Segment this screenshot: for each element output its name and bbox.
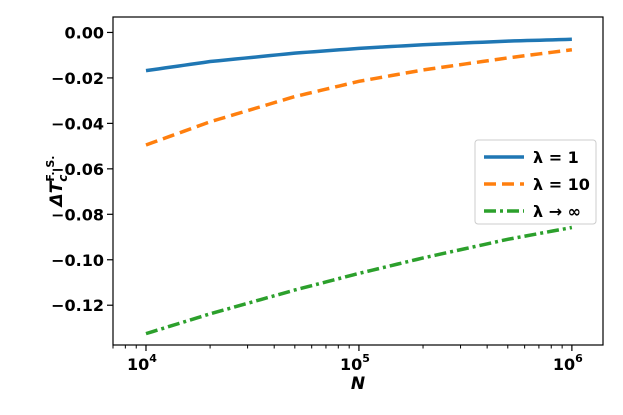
x-axis: 104 105 106 <box>112 345 583 374</box>
y-tick-label: −0.06 <box>51 160 104 179</box>
x-tick-label: 105 <box>340 352 370 374</box>
y-tick-label: −0.02 <box>51 69 104 88</box>
series-line-3 <box>145 225 573 336</box>
legend-label: λ → ∞ <box>533 202 581 221</box>
y-tick-label: 0.00 <box>65 23 104 42</box>
y-tick-label: −0.12 <box>51 296 104 315</box>
series-line-2 <box>145 47 573 147</box>
legend-label: λ = 10 <box>533 175 590 194</box>
series-line-1 <box>145 37 572 73</box>
y-axis-label-sup: F. S. <box>44 156 57 182</box>
y-axis-label-main: ΔT <box>47 180 67 208</box>
legend-label: λ = 1 <box>533 148 579 167</box>
x-axis-label: N <box>351 374 365 394</box>
y-axis: 0.00 −0.02 −0.04 −0.06 −0.08 −0.10 −0.12 <box>51 23 113 315</box>
y-axis-label-sub: c <box>56 175 70 182</box>
y-tick-label: −0.10 <box>51 251 104 270</box>
legend-box <box>474 139 597 225</box>
x-tick-label: 106 <box>553 352 583 374</box>
plot-lines <box>145 37 573 336</box>
y-tick-label: −0.08 <box>51 205 104 224</box>
plot-frame <box>112 16 604 346</box>
x-tick-label: 104 <box>127 352 157 374</box>
y-tick-label: −0.04 <box>51 114 104 133</box>
legend: λ = 1 λ = 10 λ → ∞ <box>474 139 597 225</box>
y-axis-label: ΔTcF. S. <box>44 156 70 209</box>
